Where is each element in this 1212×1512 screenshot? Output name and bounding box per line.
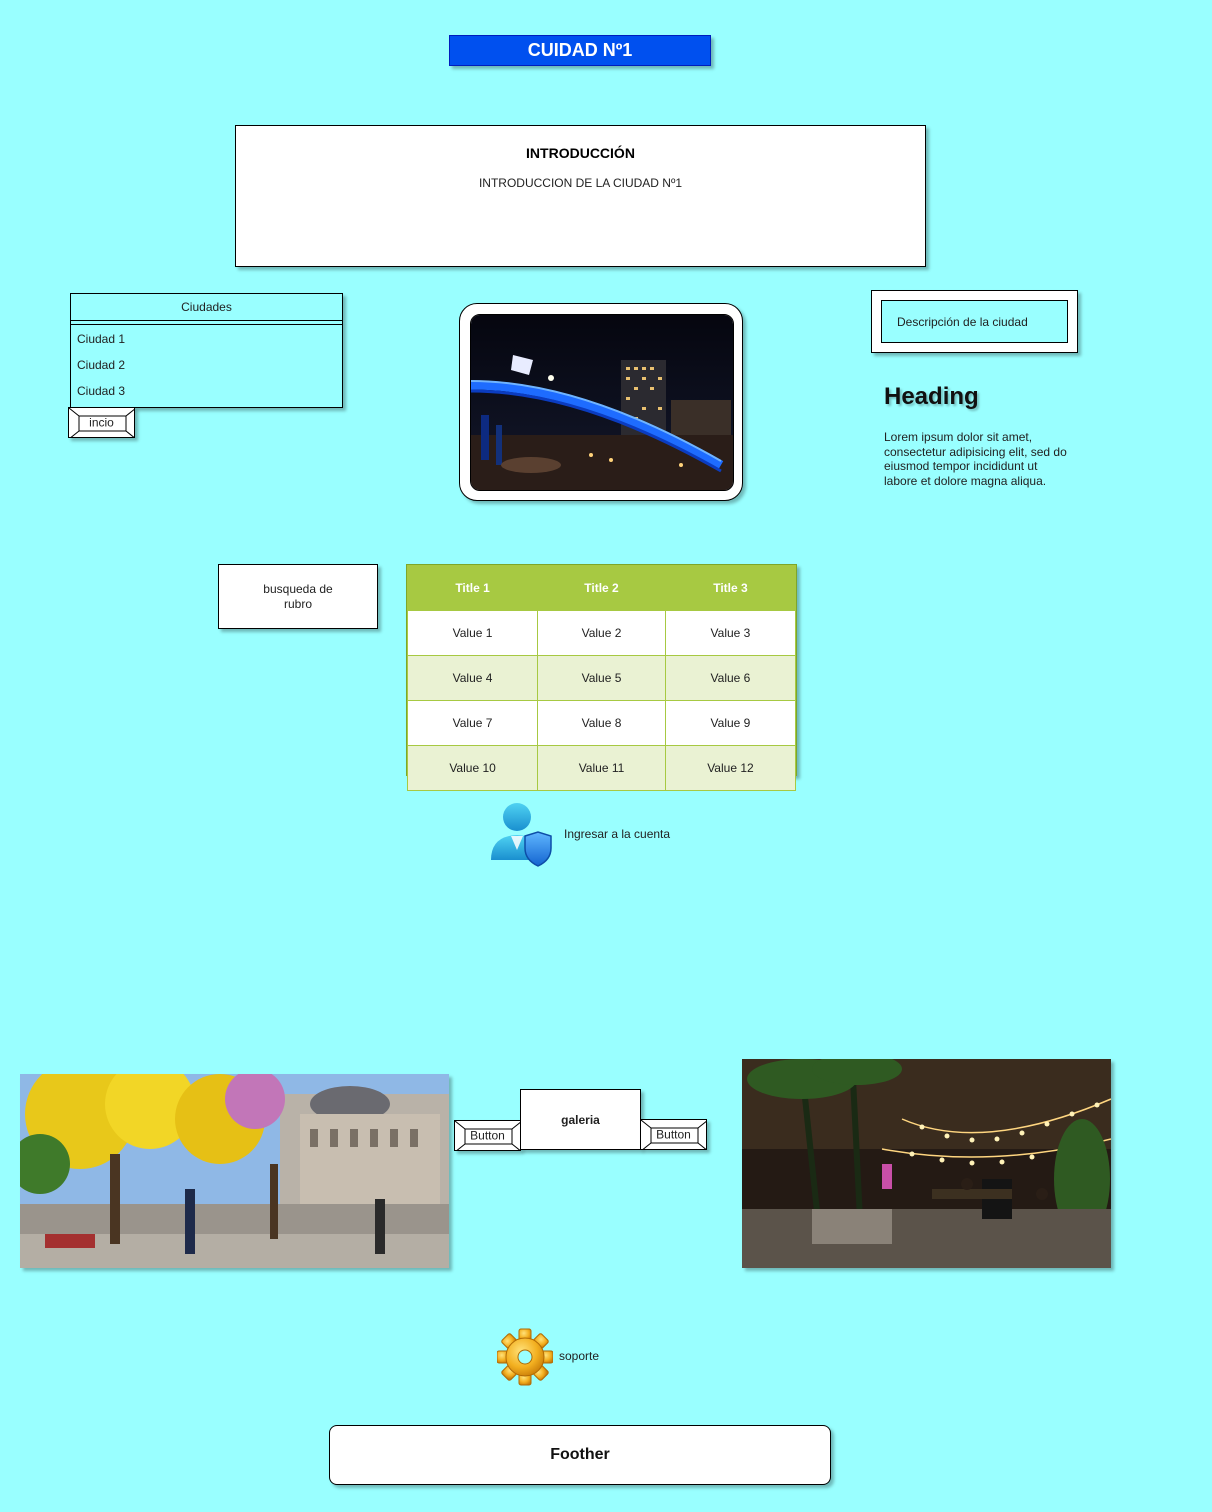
content-heading: Heading [884,383,979,410]
footer: Foother [329,1425,831,1485]
cities-list: Ciudades Ciudad 1 Ciudad 2 Ciudad 3 [70,293,343,408]
table-row: Value 1 Value 2 Value 3 [406,610,797,656]
table-cell: Value 8 [537,700,666,746]
gallery-prev-button[interactable]: Button [454,1120,521,1151]
terrace-lights-image [742,1059,1111,1268]
city-photo [470,314,734,491]
description-panel: Descripción de la ciudad [871,290,1078,353]
gallery-photo-right [742,1059,1111,1268]
night-bridge-image [471,315,733,490]
table-header-cell: Title 3 [664,565,797,611]
list-item-city-2[interactable]: Ciudad 2 [77,358,126,372]
table-cell: Value 2 [537,610,666,656]
table-header-cell: Title 2 [537,565,666,611]
gallery-next-label: Button [656,1127,691,1142]
table-cell: Value 10 [406,745,539,791]
plaza-trees-image [20,1074,449,1268]
page-title: CUIDAD Nº1 [449,35,711,66]
table-header-row: Title 1 Title 2 Title 3 [406,565,797,611]
search-rubro-button[interactable]: busqueda de rubro [218,564,378,629]
content-body: Lorem ipsum dolor sit amet, consectetur … [884,430,1067,488]
list-item-city-3[interactable]: Ciudad 3 [77,384,126,398]
table-row: Value 10 Value 11 Value 12 [406,745,797,791]
table-cell: Value 11 [537,745,666,791]
list-item-city-1[interactable]: Ciudad 1 [77,332,126,346]
gallery-prev-label: Button [470,1128,505,1143]
table-cell: Value 3 [664,610,797,656]
table-cell: Value 1 [406,610,539,656]
description-label: Descripción de la ciudad [881,300,1068,343]
button-bevel-icon [455,1121,520,1150]
table-cell: Value 9 [664,700,797,746]
user-shield-icon[interactable] [489,802,553,868]
search-rubro-label: busqueda de rubro [263,581,333,611]
button-bevel-icon [641,1120,706,1149]
intro-text: INTRODUCCION DE LA CIUDAD Nº1 [478,176,683,190]
table-row: Value 4 Value 5 Value 6 [406,655,797,701]
intro-heading: INTRODUCCIÓN [526,145,635,161]
table-header-cell: Title 1 [406,565,539,611]
table-row: Value 7 Value 8 Value 9 [406,700,797,746]
button-bevel-icon [69,408,134,437]
cities-list-header: Ciudades [71,294,342,321]
inicio-button[interactable]: incio [68,407,135,438]
gear-icon[interactable] [496,1327,554,1387]
table-cell: Value 12 [664,745,797,791]
table-cell: Value 7 [406,700,539,746]
table-cell: Value 6 [664,655,797,701]
support-label[interactable]: soporte [559,1349,600,1363]
inicio-button-label: incio [89,415,114,430]
data-table: Title 1 Title 2 Title 3 Value 1 Value 2 … [406,564,797,791]
city-photo-frame [459,303,743,501]
table-cell: Value 5 [537,655,666,701]
account-login-label[interactable]: Ingresar a la cuenta [564,827,671,841]
table-cell: Value 4 [406,655,539,701]
gallery-next-button[interactable]: Button [640,1119,707,1150]
intro-panel: INTRODUCCIÓN INTRODUCCION DE LA CIUDAD N… [235,125,926,267]
gallery-photo-left [20,1074,449,1268]
gallery-label: galeria [520,1089,641,1150]
